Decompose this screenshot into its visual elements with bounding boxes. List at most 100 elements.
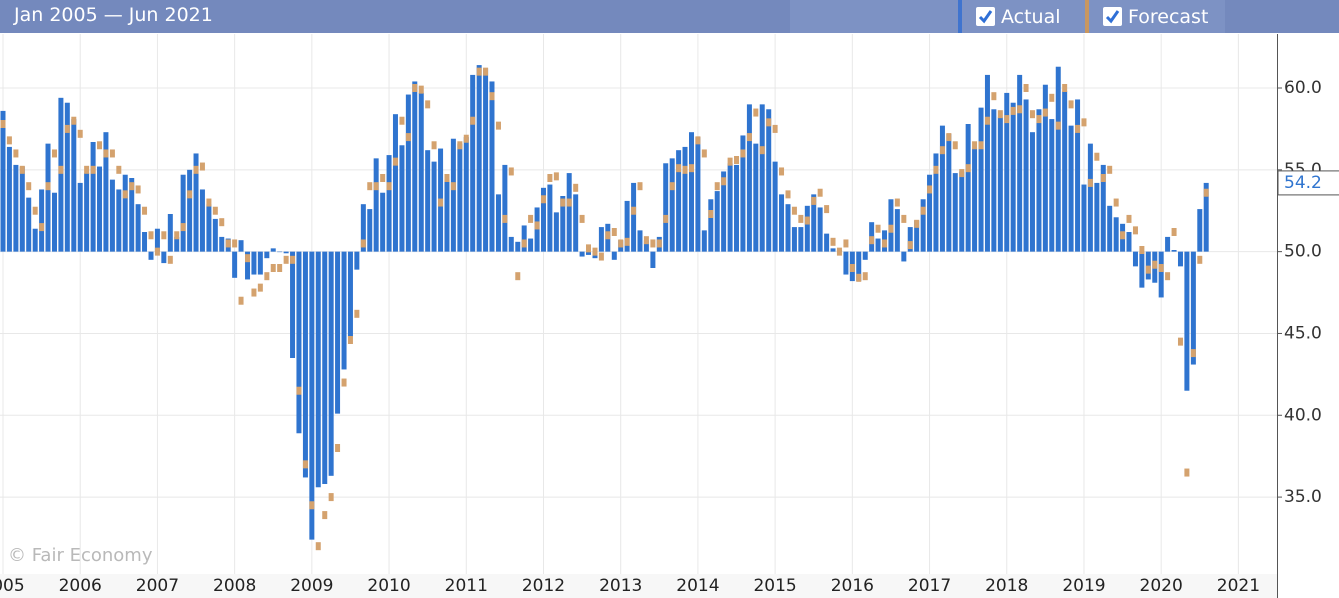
forecast-marker: [624, 237, 630, 246]
bar: [290, 251, 296, 358]
forecast-marker: [1158, 264, 1164, 272]
forecast-marker: [502, 214, 508, 223]
bar: [1107, 205, 1113, 252]
forecast-marker: [77, 129, 83, 138]
forecast-marker: [611, 228, 617, 236]
forecast-marker: [1068, 100, 1074, 109]
bar: [585, 251, 591, 255]
last-value-box: [1277, 170, 1339, 196]
bar: [875, 238, 881, 252]
forecast-marker: [1017, 105, 1023, 114]
forecast-marker: [367, 182, 373, 191]
legend-label[interactable]: Actual: [1001, 5, 1061, 28]
bar: [682, 146, 688, 252]
bar: [238, 240, 244, 252]
bar: [643, 240, 649, 252]
bar: [309, 251, 315, 540]
bar: [328, 251, 334, 476]
forecast-marker: [772, 124, 778, 133]
bar: [13, 164, 19, 252]
bar: [676, 150, 682, 252]
forecast-marker: [631, 206, 637, 215]
bar: [277, 251, 283, 253]
bar: [302, 251, 308, 478]
legend-toggle[interactable]: Forecast: [1085, 0, 1225, 33]
forecast-marker: [347, 336, 353, 344]
x-tick-label: 2021: [1217, 576, 1260, 596]
bar: [560, 196, 566, 252]
forecast-marker: [817, 188, 823, 197]
forecast-marker: [824, 205, 830, 214]
forecast-marker: [553, 172, 559, 181]
y-tick-label: 50.0: [1284, 242, 1322, 262]
bar: [978, 107, 984, 252]
forecast-marker: [804, 216, 810, 225]
legend-label[interactable]: Forecast: [1128, 5, 1209, 28]
forecast-marker: [328, 493, 334, 502]
forecast-marker: [6, 136, 12, 145]
check-icon: [978, 10, 993, 24]
checkbox[interactable]: [976, 7, 995, 26]
bar: [528, 238, 534, 252]
forecast-marker: [463, 134, 469, 143]
bar: [251, 251, 257, 275]
forecast-marker: [373, 182, 379, 191]
bar: [399, 145, 405, 252]
forecast-marker: [45, 182, 51, 191]
bar: [611, 251, 617, 260]
bar: [495, 194, 501, 252]
y-tick-label: 60.0: [1284, 78, 1322, 98]
bar: [669, 158, 675, 252]
bar: [1184, 251, 1190, 391]
forecast-marker: [1139, 246, 1145, 254]
legend-toggle[interactable]: Actual: [958, 0, 1089, 33]
forecast-marker: [206, 198, 212, 207]
forecast-marker: [579, 214, 585, 223]
y-axis-band: [1277, 34, 1339, 598]
bar: [521, 225, 527, 252]
bar: [360, 204, 366, 252]
bar: [129, 178, 135, 252]
checkbox[interactable]: [1103, 7, 1122, 26]
bar: [135, 204, 141, 252]
forecast-marker: [180, 223, 186, 232]
bar: [84, 173, 90, 252]
forecast-marker: [418, 85, 424, 94]
bar: [663, 163, 669, 252]
forecast-marker: [695, 136, 701, 145]
bar: [283, 251, 289, 254]
forecast-marker: [1132, 226, 1138, 235]
forecast-marker: [277, 264, 283, 272]
bar: [97, 166, 103, 252]
bar: [830, 248, 836, 252]
bar: [257, 251, 263, 275]
forecast-marker: [585, 244, 591, 253]
bar: [779, 194, 785, 252]
bar: [264, 251, 270, 259]
forecast-marker: [1036, 115, 1042, 124]
forecast-marker: [882, 239, 888, 248]
y-tick-label: 45.0: [1284, 323, 1322, 343]
forecast-marker: [431, 141, 437, 150]
bar: [553, 212, 559, 252]
bar: [1017, 74, 1023, 252]
bar: [154, 228, 160, 252]
bar: [489, 81, 495, 252]
bar: [708, 199, 714, 252]
bar: [894, 209, 900, 252]
bar: [1126, 232, 1132, 252]
forecast-marker: [959, 169, 965, 178]
forecast-marker: [798, 214, 804, 223]
bar: [952, 173, 958, 252]
forecast-marker: [528, 214, 534, 223]
bar: [573, 194, 579, 252]
forecast-marker: [965, 164, 971, 173]
forecast-marker: [643, 236, 649, 245]
forecast-marker: [148, 231, 154, 240]
forecast-marker: [997, 110, 1003, 119]
bar: [64, 102, 70, 252]
forecast-marker: [566, 198, 572, 207]
forecast-marker: [1075, 124, 1081, 133]
bar: [180, 174, 186, 252]
bar: [650, 251, 656, 268]
